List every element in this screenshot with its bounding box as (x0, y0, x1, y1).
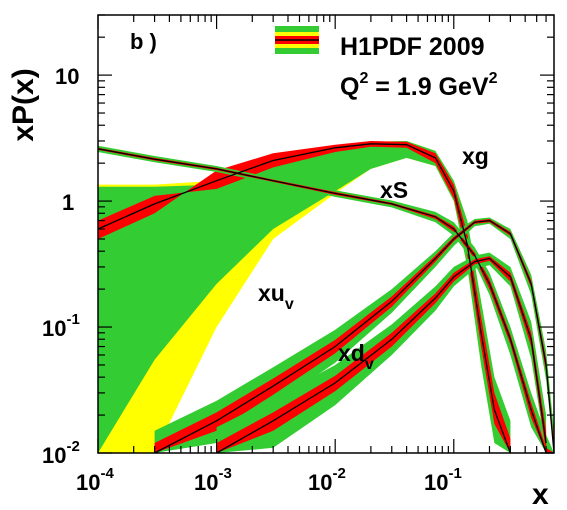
series-label-xdv: xdv (338, 340, 374, 373)
y-tick-label-1e-2: 10-2 (42, 438, 80, 468)
series-label-xg: xg (462, 143, 489, 169)
x-tick-label-1e-1: 10-1 (424, 465, 462, 495)
y-axis-title: xP(x) (7, 68, 40, 141)
legend: H1PDF 2009 Q2 = 1.9 GeV2 (275, 26, 498, 101)
y-tick-label-10: 10 (55, 64, 79, 89)
central-curves (97, 143, 555, 454)
band-total-xs (98, 145, 554, 453)
x-tick-label-1e-4: 10-4 (76, 465, 114, 495)
legend-q2-label: Q2 = 1.9 GeV2 (340, 70, 498, 101)
x-tick-label-1e-2: 10-2 (308, 465, 346, 495)
curve-xdv (216, 257, 547, 454)
y-tick-label-1e-1: 10-1 (42, 311, 80, 341)
plot-frame (97, 14, 555, 454)
curve-xs (97, 148, 554, 454)
x-axis-title: x (532, 478, 549, 510)
band-exp-xdv (216, 256, 547, 453)
curve-xuv (154, 219, 555, 454)
uncertainty-bands (98, 141, 554, 454)
panel-label: b ) (130, 29, 157, 54)
curve-xg (97, 143, 512, 454)
series-label-xuv: xuv (258, 280, 294, 313)
series-label-xs: xS (380, 177, 408, 203)
axis-ticks (97, 14, 554, 454)
legend-title: H1PDF 2009 (340, 33, 485, 61)
band-total-xg (98, 141, 511, 453)
band-exp-xuv (154, 219, 554, 453)
y-tick-label-1: 1 (62, 190, 74, 215)
x-tick-label-1e-3: 10-3 (194, 465, 232, 495)
